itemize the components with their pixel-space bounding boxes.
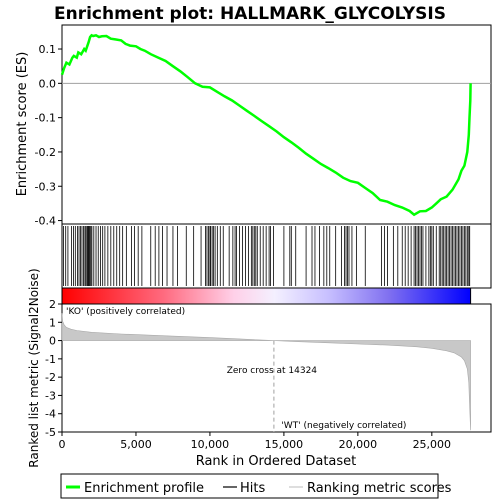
es-yticks: 0.1 0.0 -0.1 -0.2 -0.3 -0.4 <box>35 43 62 228</box>
metric-ytick-label: -5 <box>45 426 56 439</box>
es-ytick-label: -0.3 <box>35 180 56 193</box>
chart-title: Enrichment plot: HALLMARK_GLYCOLYSIS <box>54 4 446 24</box>
x-tick-label: 25,000 <box>413 438 452 451</box>
metric-panel-frame <box>61 303 492 433</box>
metric-yticks: 2 1 0 -1 -2 -3 -4 -5 <box>45 298 62 439</box>
x-tick-label: 15,000 <box>265 438 304 451</box>
colorbar-panel <box>61 287 472 305</box>
x-tick-label: 20,000 <box>339 438 378 451</box>
metric-ytick-label: -1 <box>45 353 56 366</box>
x-axis-ticks: 0 5,000 10,000 15,000 20,000 25,000 <box>59 432 452 451</box>
es-ytick-label: -0.4 <box>35 215 56 228</box>
ranked-colorbar <box>61 287 472 305</box>
es-panel-frame <box>61 24 492 225</box>
x-tick-label: 5,000 <box>120 438 152 451</box>
metric-ytick-label: -4 <box>45 408 56 421</box>
es-panel: 0.1 0.0 -0.1 -0.2 -0.3 -0.4 Enrichment score … <box>15 24 492 228</box>
es-axis-label: Enrichment score (ES) <box>15 52 30 197</box>
x-tick-label: 0 <box>59 438 66 451</box>
hits-panel <box>61 223 492 289</box>
hit-lines <box>63 226 471 286</box>
metric-axis-label: Ranked list metric (Signal2Noise) <box>27 268 41 467</box>
es-ytick-label: 0.0 <box>39 77 57 90</box>
x-tick-label: 10,000 <box>191 438 230 451</box>
legend-label-enrichment-profile: Enrichment profile <box>84 481 204 496</box>
es-ytick-label: -0.1 <box>35 112 56 125</box>
metric-ytick-label: 1 <box>49 316 56 329</box>
legend-label-hits: Hits <box>240 481 265 496</box>
legend: Enrichment profile Hits Ranking metric s… <box>60 473 452 499</box>
negative-correlation-label: 'WT' (negatively correlated) <box>281 421 406 431</box>
metric-ytick-label: -3 <box>45 389 56 402</box>
metric-ytick-label: 2 <box>49 298 56 311</box>
x-axis-label: Rank in Ordered Dataset <box>196 454 357 469</box>
enrichment-profile-line <box>60 33 472 217</box>
metric-ytick-label: -2 <box>45 371 56 384</box>
ranking-metric-area <box>61 313 471 431</box>
zero-cross-label: Zero cross at 14324 <box>227 366 318 376</box>
metric-panel: Zero cross at 14324 'KO' (positively cor… <box>27 268 492 468</box>
es-ytick-label: -0.2 <box>35 146 56 159</box>
legend-label-ranking-metric: Ranking metric scores <box>307 481 452 496</box>
positive-correlation-label: 'KO' (positively correlated) <box>66 307 185 317</box>
metric-ytick-label: 0 <box>49 335 56 348</box>
es-ytick-label: 0.1 <box>39 43 57 56</box>
legend-frame <box>60 473 439 499</box>
